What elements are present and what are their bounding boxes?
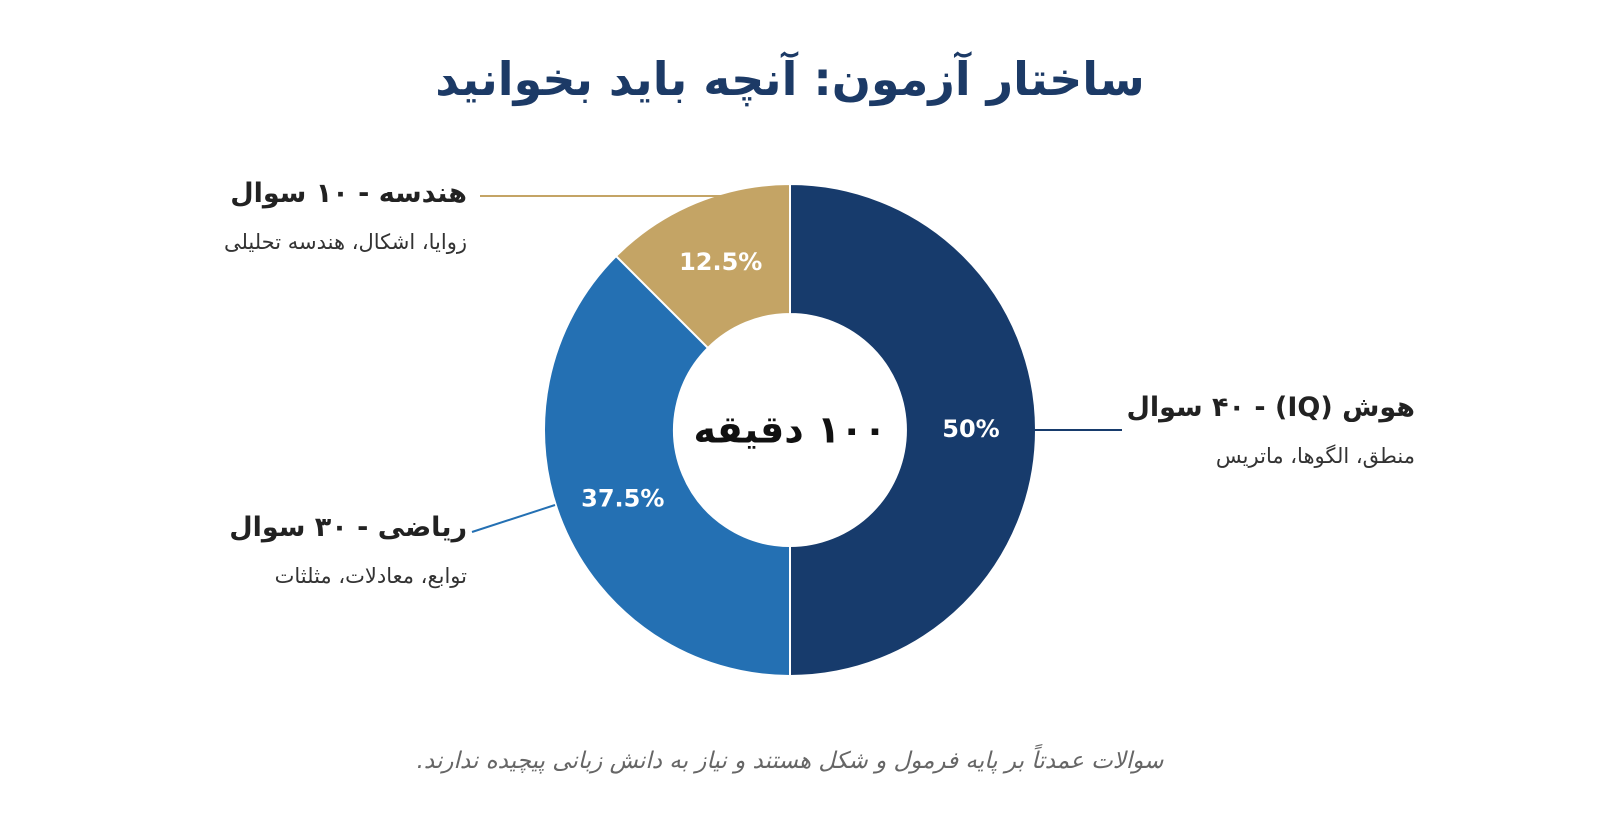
donut-segment: [543, 254, 791, 678]
category-label: هوش (IQ) - ۴۰ سوال: [1126, 392, 1415, 423]
donut-segment: [614, 182, 791, 350]
donut-segment: [789, 182, 1037, 678]
category-description: منطق، الگوها، ماتریس: [1215, 444, 1415, 468]
category-description: توابع، معادلات، مثلثات: [274, 564, 467, 588]
value-label: 37.5%: [581, 484, 664, 512]
center-label: ۱۰۰ دقیقه: [693, 408, 886, 452]
category-label: هندسه - ۱۰ سوال: [230, 178, 467, 209]
category-label: ریاضی - ۳۰ سوال: [229, 512, 467, 543]
category-description: زوایا، اشکال، هندسه تحلیلی: [223, 230, 467, 254]
chart-title: ساختار آزمون: آنچه باید بخوانید: [435, 52, 1145, 106]
footnote: سوالات عمدتاً بر پایه فرمول و شکل هستند …: [416, 748, 1164, 774]
value-label: 12.5%: [679, 248, 762, 276]
leader-line: [471, 504, 556, 533]
value-label: 50%: [942, 415, 999, 443]
